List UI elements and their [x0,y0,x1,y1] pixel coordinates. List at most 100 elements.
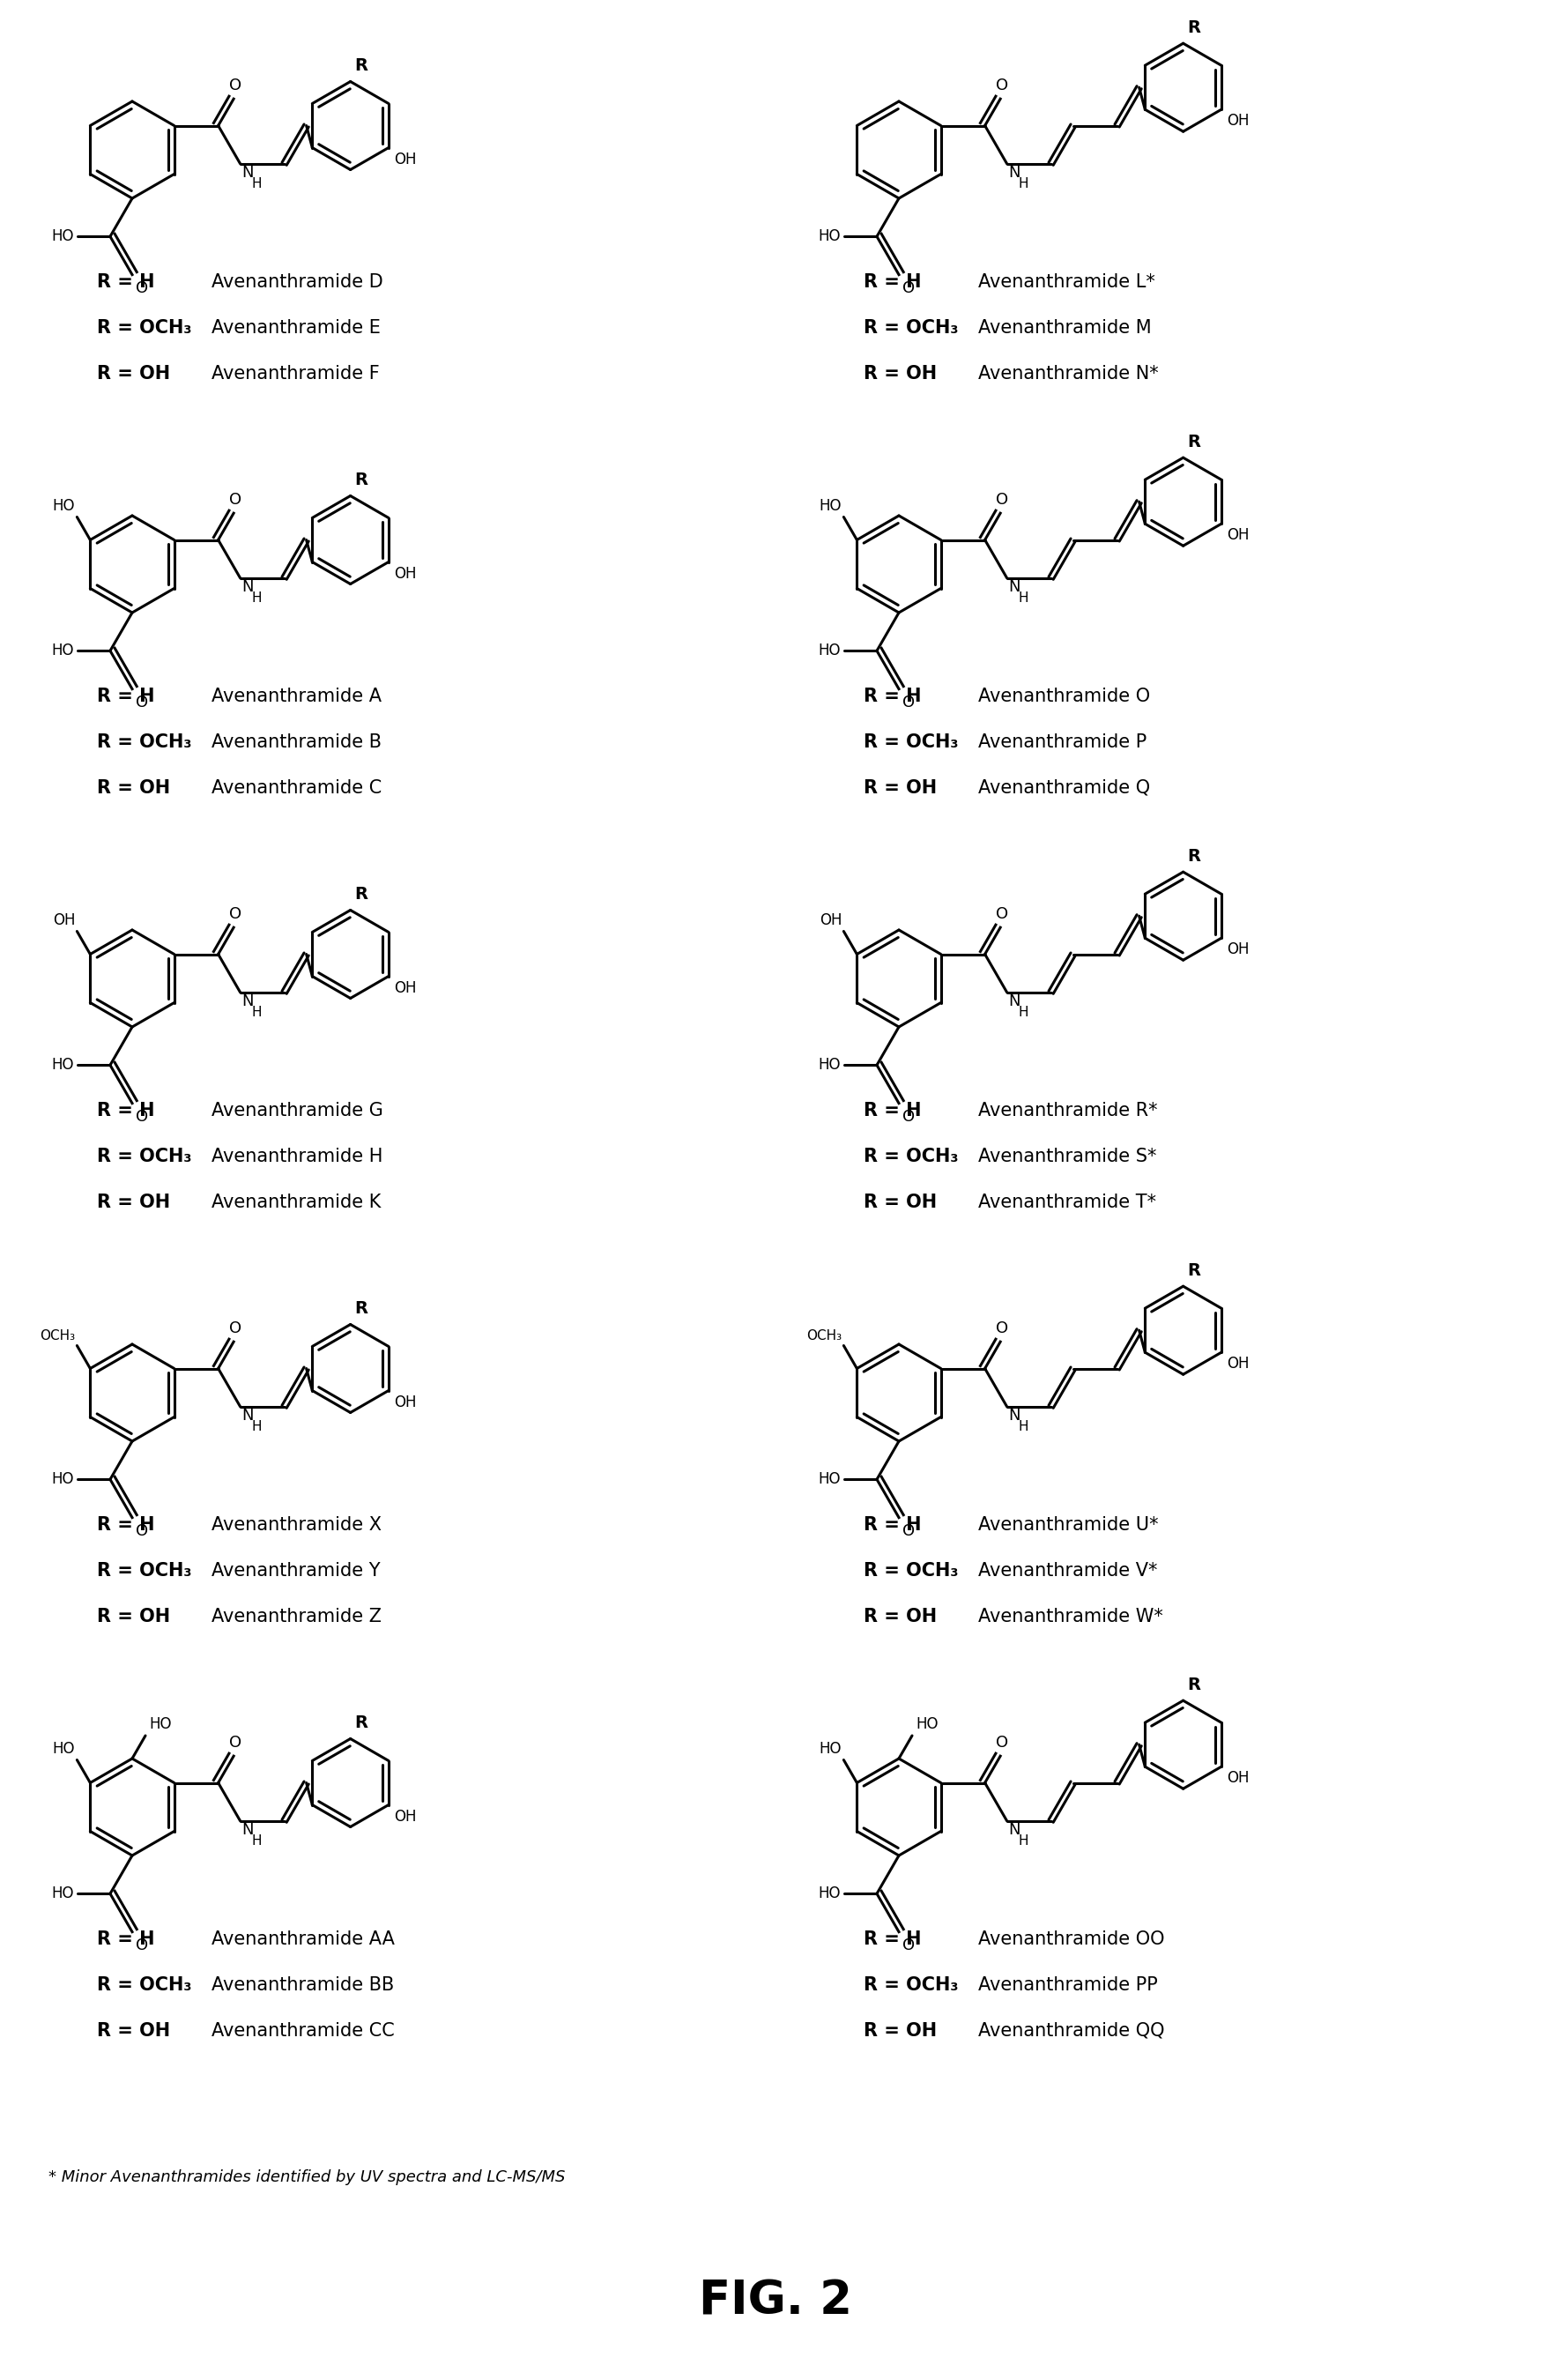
Text: R = OH: R = OH [98,1609,171,1626]
Text: R = OH: R = OH [98,778,171,797]
Text: H: H [1019,1835,1028,1847]
Text: * Minor Avenanthramides identified by UV spectra and LC-MS/MS: * Minor Avenanthramides identified by UV… [48,2168,565,2185]
Text: O: O [903,695,915,709]
Text: HO: HO [51,1057,73,1073]
Text: N: N [242,578,254,595]
Text: O: O [230,1321,242,1338]
Text: H: H [1019,1007,1028,1019]
Text: Avenanthramide OO: Avenanthramide OO [979,1930,1165,1949]
Text: OH: OH [394,566,416,581]
Text: H: H [251,176,262,190]
Text: R = H: R = H [864,1930,921,1949]
Text: OH: OH [819,912,842,928]
Text: R = OCH₃: R = OCH₃ [864,733,959,752]
Text: FIG. 2: FIG. 2 [700,2278,851,2323]
Text: R = OCH₃: R = OCH₃ [98,733,192,752]
Text: N: N [242,992,254,1009]
Text: N: N [242,164,254,181]
Text: R = OCH₃: R = OCH₃ [864,1975,959,1994]
Text: Avenanthramide E: Avenanthramide E [211,319,380,336]
Text: HO: HO [51,1471,73,1488]
Text: HO: HO [819,497,842,514]
Text: OH: OH [1227,112,1249,129]
Text: Avenanthramide T*: Avenanthramide T* [979,1192,1155,1211]
Text: H: H [251,1007,262,1019]
Text: O: O [230,907,242,921]
Text: O: O [996,1735,1008,1752]
Text: R = OH: R = OH [864,364,937,383]
Text: H: H [251,1835,262,1847]
Text: N: N [1008,164,1021,181]
Text: R: R [1188,847,1200,864]
Text: O: O [230,1735,242,1752]
Text: Avenanthramide V*: Avenanthramide V* [979,1561,1157,1580]
Text: Avenanthramide QQ: Avenanthramide QQ [979,2023,1165,2040]
Text: H: H [1019,590,1028,605]
Text: R = OCH₃: R = OCH₃ [98,319,192,336]
Text: N: N [242,1821,254,1837]
Text: OCH₃: OCH₃ [807,1328,842,1342]
Text: HO: HO [51,1885,73,1902]
Text: R = OH: R = OH [864,778,937,797]
Text: R: R [1188,1678,1200,1695]
Text: Avenanthramide S*: Avenanthramide S* [979,1147,1157,1166]
Text: R = OH: R = OH [864,1609,937,1626]
Text: R: R [355,885,368,902]
Text: R: R [1188,1261,1200,1278]
Text: R = H: R = H [98,1516,155,1533]
Text: H: H [251,590,262,605]
Text: Avenanthramide X: Avenanthramide X [211,1516,382,1533]
Text: Avenanthramide F: Avenanthramide F [211,364,380,383]
Text: Avenanthramide Z: Avenanthramide Z [211,1609,382,1626]
Text: H: H [1019,176,1028,190]
Text: Avenanthramide P: Avenanthramide P [979,733,1146,752]
Text: OH: OH [394,152,416,167]
Text: Avenanthramide Y: Avenanthramide Y [211,1561,380,1580]
Text: O: O [136,1523,149,1540]
Text: HO: HO [915,1716,938,1733]
Text: O: O [903,1109,915,1123]
Text: N: N [1008,578,1021,595]
Text: Avenanthramide A: Avenanthramide A [211,688,382,704]
Text: OH: OH [394,1809,416,1823]
Text: Avenanthramide C: Avenanthramide C [211,778,382,797]
Text: HO: HO [817,643,841,659]
Text: R: R [355,1716,368,1733]
Text: O: O [996,1321,1008,1338]
Text: O: O [996,79,1008,93]
Text: HO: HO [817,1885,841,1902]
Text: R = H: R = H [864,274,921,290]
Text: N: N [242,1407,254,1423]
Text: OH: OH [53,912,76,928]
Text: Avenanthramide M: Avenanthramide M [979,319,1151,336]
Text: R = H: R = H [98,1930,155,1949]
Text: R = H: R = H [864,1516,921,1533]
Text: O: O [996,907,1008,921]
Text: Avenanthramide G: Avenanthramide G [211,1102,383,1119]
Text: R = OH: R = OH [98,1192,171,1211]
Text: OH: OH [1227,1771,1249,1785]
Text: O: O [136,1109,149,1123]
Text: O: O [136,1937,149,1954]
Text: Avenanthramide U*: Avenanthramide U* [979,1516,1159,1533]
Text: HO: HO [53,1740,76,1756]
Text: R = H: R = H [98,274,155,290]
Text: O: O [903,1937,915,1954]
Text: Avenanthramide O: Avenanthramide O [979,688,1151,704]
Text: R: R [1188,433,1200,450]
Text: R = OCH₃: R = OCH₃ [864,319,959,336]
Text: Avenanthramide R*: Avenanthramide R* [979,1102,1157,1119]
Text: HO: HO [817,228,841,245]
Text: R: R [1188,19,1200,36]
Text: Avenanthramide N*: Avenanthramide N* [979,364,1159,383]
Text: Avenanthramide PP: Avenanthramide PP [979,1975,1157,1994]
Text: O: O [903,1523,915,1540]
Text: Avenanthramide CC: Avenanthramide CC [211,2023,394,2040]
Text: Avenanthramide K: Avenanthramide K [211,1192,382,1211]
Text: R = OH: R = OH [98,2023,171,2040]
Text: OH: OH [394,981,416,995]
Text: R = H: R = H [864,688,921,704]
Text: H: H [251,1421,262,1433]
Text: R = OH: R = OH [864,1192,937,1211]
Text: Avenanthramide AA: Avenanthramide AA [211,1930,394,1949]
